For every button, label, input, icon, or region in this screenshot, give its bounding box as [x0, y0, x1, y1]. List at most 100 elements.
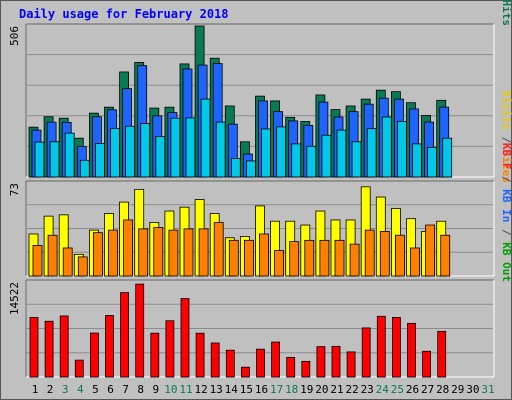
bar-sites: [410, 247, 420, 277]
bar-sites: [228, 239, 239, 277]
bar-pages: [396, 121, 407, 178]
bar-pages: [140, 123, 151, 178]
bar-pages: [427, 147, 438, 178]
x-tick-label: 5: [92, 383, 99, 396]
bar-pages: [230, 158, 241, 178]
bar-pages: [64, 132, 75, 178]
bar-sites: [394, 234, 405, 277]
bar-kb-f: [29, 317, 39, 378]
bar-kb-f: [376, 315, 386, 378]
bar-kb-f: [346, 351, 356, 378]
bar-kb-f: [271, 341, 281, 378]
x-tick-label: 31: [481, 383, 494, 396]
bar-kb-f: [90, 332, 99, 378]
panel-bottom: 14522 KB F / KB In / KB Out: [8, 143, 512, 378]
bar-pages: [49, 141, 60, 178]
bar-kb-f: [44, 320, 54, 378]
bar-kb-f: [225, 349, 235, 378]
bar-kb-f: [361, 327, 371, 378]
x-tick-label: 12: [194, 383, 207, 396]
x-tick-label: 4: [77, 383, 84, 396]
bar-kb-f: [256, 348, 265, 378]
x-tick-label: 7: [122, 383, 129, 396]
bar-kb-f: [301, 360, 311, 378]
bar-pages: [215, 121, 226, 178]
bar-sites: [108, 229, 118, 277]
bar-kb-f: [120, 292, 129, 378]
x-tick-label: 15: [240, 383, 253, 396]
bar-pages: [110, 127, 120, 178]
bar-sites: [93, 232, 103, 277]
bar-kb-f: [150, 332, 160, 378]
bar-pages: [366, 128, 377, 178]
bar-sites: [349, 243, 360, 277]
x-tick-label: 1: [32, 383, 39, 396]
bar-kb-f: [180, 298, 190, 378]
x-tick-label: 21: [330, 383, 343, 396]
bar-kb-f: [59, 315, 69, 378]
bar-sites: [123, 219, 133, 277]
x-axis-labels: 1 2 3 4 5 6 7 8 9 10 11 12 13 14 15 16 17 18 19 20 21 22 23 24 2…: [32, 383, 495, 396]
bar-sites: [334, 239, 345, 277]
bar-pages: [336, 129, 347, 178]
bar-sites: [213, 222, 224, 277]
bar-sites: [319, 239, 330, 277]
bar-pages: [321, 134, 332, 178]
bar-pages: [245, 160, 256, 178]
panel-top: 506 Pages / Files / Hits: [8, 0, 512, 178]
bar-pages: [185, 117, 196, 178]
legend-hits: Hits: [500, 0, 512, 26]
bar-sites: [32, 245, 43, 277]
bar-pages: [125, 125, 135, 178]
x-tick-label: 26: [406, 383, 419, 396]
legend-/: /: [500, 222, 512, 242]
bar-kb-f: [240, 366, 250, 378]
bar-pages: [306, 145, 317, 178]
bar-sites: [379, 231, 390, 277]
bar-kb-f: [74, 359, 84, 378]
bar-sites: [47, 234, 58, 277]
y-max-label: 14522: [8, 282, 21, 315]
bar-pages: [200, 98, 211, 178]
bar-pages: [291, 143, 302, 178]
legend-label: KB F / KB In / KB Out: [500, 143, 512, 282]
x-tick-label: 8: [137, 383, 144, 396]
bar-kb-f: [422, 350, 432, 378]
x-tick-label: 27: [421, 383, 434, 396]
x-tick-label: 9: [152, 383, 159, 396]
x-tick-label: 2: [47, 383, 54, 396]
bar-sites: [198, 228, 209, 277]
x-tick-label: 6: [107, 383, 114, 396]
legend-label: Visits / Sites: [500, 90, 512, 183]
y-max-label: 73: [8, 183, 21, 196]
bar-pages: [381, 116, 392, 178]
bar-sites: [77, 256, 88, 277]
legend-visits: Visits: [500, 90, 512, 130]
panel-middle: 73 Visits / Sites: [8, 90, 512, 277]
x-tick-label: 25: [391, 383, 404, 396]
bar-pages: [155, 136, 166, 178]
bar-sites: [259, 233, 269, 277]
bar-kb-f: [135, 283, 145, 378]
bar-sites: [425, 224, 436, 277]
bar-sites: [440, 234, 451, 277]
x-tick-label: 30: [466, 383, 479, 396]
x-tick-label: 14: [225, 383, 239, 396]
x-tick-label: 17: [270, 383, 283, 396]
legend-kb-out: KB Out: [500, 242, 512, 282]
legend-sites: Sites: [500, 150, 512, 183]
bar-sites: [138, 228, 149, 277]
x-tick-label: 23: [361, 383, 374, 396]
bar-pages: [351, 141, 362, 178]
bar-sites: [304, 239, 315, 277]
bar-sites: [274, 250, 285, 277]
y-max-label: 506: [8, 26, 21, 46]
bar-sites: [183, 228, 194, 277]
bar-pages: [95, 143, 105, 178]
bar-pages: [442, 137, 453, 178]
x-tick-label: 22: [345, 383, 358, 396]
bar-sites: [289, 241, 300, 277]
bar-kb-f: [316, 346, 326, 378]
x-tick-label: 10: [164, 383, 177, 396]
